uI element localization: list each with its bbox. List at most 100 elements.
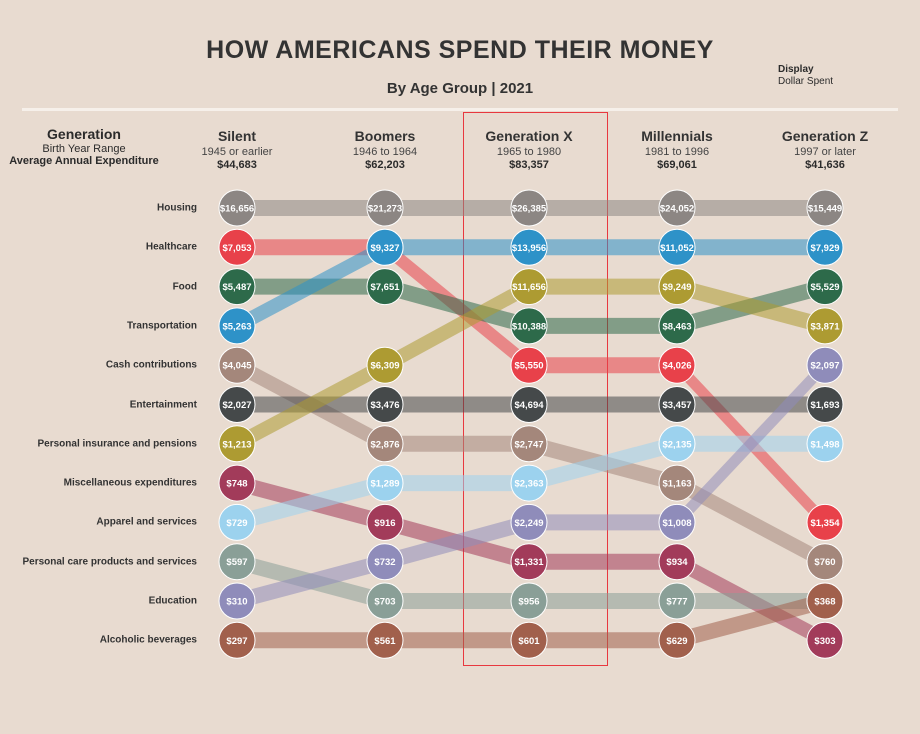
bubble-circle[interactable] bbox=[658, 464, 696, 502]
bubble-circle[interactable] bbox=[658, 307, 696, 345]
bubble-circle[interactable] bbox=[366, 425, 404, 463]
bubble-transportation-millennials[interactable]: $11,052 bbox=[658, 228, 696, 266]
bubble-housing-generation-z[interactable]: $15,449 bbox=[806, 189, 844, 227]
bubble-circle[interactable] bbox=[806, 346, 844, 384]
bubble-alcoholic-beverages-millennials[interactable]: $629 bbox=[658, 621, 696, 659]
bubble-circle[interactable] bbox=[218, 386, 256, 423]
bubble-miscellaneous-expenditures-silent[interactable]: $748 bbox=[218, 464, 256, 502]
bubble-personal-insurance-and-pensions-boomers[interactable]: $6,309 bbox=[366, 346, 404, 384]
bubble-apparel-and-services-generation-x[interactable]: $2,363 bbox=[510, 464, 548, 502]
bubble-cash-contributions-generation-z[interactable]: $760 bbox=[806, 543, 844, 581]
bubble-food-boomers[interactable]: $7,651 bbox=[366, 268, 404, 306]
bubble-housing-boomers[interactable]: $21,273 bbox=[366, 189, 404, 227]
bubble-personal-care-products-and-services-silent[interactable]: $597 bbox=[218, 543, 256, 581]
bubble-healthcare-generation-z[interactable]: $1,354 bbox=[806, 503, 844, 541]
bubble-circle[interactable] bbox=[806, 228, 844, 266]
bubble-circle[interactable] bbox=[806, 503, 844, 541]
bubble-circle[interactable] bbox=[806, 189, 844, 227]
bubble-education-boomers[interactable]: $732 bbox=[366, 543, 404, 581]
bubble-circle[interactable] bbox=[366, 543, 404, 581]
bubble-circle[interactable] bbox=[510, 346, 548, 384]
bubble-apparel-and-services-millennials[interactable]: $2,135 bbox=[658, 425, 696, 463]
bubble-healthcare-generation-x[interactable]: $5,550 bbox=[510, 346, 548, 384]
bubble-circle[interactable] bbox=[218, 582, 256, 620]
bubble-miscellaneous-expenditures-generation-x[interactable]: $1,331 bbox=[510, 543, 548, 581]
bubble-transportation-generation-z[interactable]: $7,929 bbox=[806, 228, 844, 266]
bubble-circle[interactable] bbox=[366, 464, 404, 502]
bubble-circle[interactable] bbox=[366, 228, 404, 266]
bubble-circle[interactable] bbox=[806, 268, 844, 306]
bubble-alcoholic-beverages-boomers[interactable]: $561 bbox=[366, 621, 404, 659]
bubble-circle[interactable] bbox=[366, 189, 404, 227]
bubble-cash-contributions-generation-x[interactable]: $2,747 bbox=[510, 425, 548, 463]
bubble-circle[interactable] bbox=[218, 543, 256, 581]
bubble-circle[interactable] bbox=[510, 425, 548, 463]
bubble-food-generation-x[interactable]: $10,388 bbox=[510, 307, 548, 345]
bubble-entertainment-millennials[interactable]: $3,457 bbox=[658, 386, 696, 423]
bubble-circle[interactable] bbox=[658, 228, 696, 266]
bubble-circle[interactable] bbox=[218, 268, 256, 306]
bubble-circle[interactable] bbox=[658, 425, 696, 463]
bubble-miscellaneous-expenditures-boomers[interactable]: $916 bbox=[366, 503, 404, 541]
bubble-personal-care-products-and-services-generation-x[interactable]: $956 bbox=[510, 582, 548, 620]
bubble-education-generation-z[interactable]: $2,097 bbox=[806, 346, 844, 384]
bubble-transportation-generation-x[interactable]: $13,956 bbox=[510, 228, 548, 266]
bubble-alcoholic-beverages-generation-z[interactable]: $368 bbox=[806, 582, 844, 620]
bubble-circle[interactable] bbox=[510, 268, 548, 306]
bubble-circle[interactable] bbox=[658, 346, 696, 384]
bubble-circle[interactable] bbox=[510, 307, 548, 345]
bubble-circle[interactable] bbox=[658, 189, 696, 227]
bubble-education-silent[interactable]: $310 bbox=[218, 582, 256, 620]
bubble-circle[interactable] bbox=[510, 386, 548, 423]
bubble-circle[interactable] bbox=[366, 346, 404, 384]
bubble-circle[interactable] bbox=[366, 621, 404, 659]
bubble-circle[interactable] bbox=[510, 582, 548, 620]
bubble-circle[interactable] bbox=[806, 621, 844, 659]
bubble-entertainment-generation-z[interactable]: $1,693 bbox=[806, 386, 844, 423]
display-control[interactable]: Display Dollar Spent bbox=[778, 64, 833, 88]
bubble-circle[interactable] bbox=[218, 425, 256, 463]
bubble-circle[interactable] bbox=[218, 307, 256, 345]
bubble-circle[interactable] bbox=[366, 582, 404, 620]
bubble-miscellaneous-expenditures-generation-z[interactable]: $303 bbox=[806, 621, 844, 659]
bubble-personal-care-products-and-services-millennials[interactable]: $777 bbox=[658, 582, 696, 620]
bubble-circle[interactable] bbox=[806, 386, 844, 423]
bubble-housing-millennials[interactable]: $24,052 bbox=[658, 189, 696, 227]
bubble-personal-insurance-and-pensions-generation-z[interactable]: $3,871 bbox=[806, 307, 844, 345]
bubble-food-millennials[interactable]: $8,463 bbox=[658, 307, 696, 345]
bubble-circle[interactable] bbox=[658, 621, 696, 659]
bubble-circle[interactable] bbox=[510, 543, 548, 581]
bubble-circle[interactable] bbox=[806, 582, 844, 620]
bubble-circle[interactable] bbox=[806, 425, 844, 463]
bubble-circle[interactable] bbox=[366, 386, 404, 423]
bubble-housing-silent[interactable]: $16,656 bbox=[218, 189, 256, 227]
bubble-circle[interactable] bbox=[218, 621, 256, 659]
bubble-circle[interactable] bbox=[218, 503, 256, 541]
bubble-personal-insurance-and-pensions-silent[interactable]: $1,213 bbox=[218, 425, 256, 463]
bubble-education-millennials[interactable]: $1,008 bbox=[658, 503, 696, 541]
bubble-circle[interactable] bbox=[658, 543, 696, 581]
bubble-circle[interactable] bbox=[806, 307, 844, 345]
bubble-housing-generation-x[interactable]: $26,385 bbox=[510, 189, 548, 227]
bubble-circle[interactable] bbox=[658, 386, 696, 423]
bubble-miscellaneous-expenditures-millennials[interactable]: $934 bbox=[658, 543, 696, 581]
bubble-circle[interactable] bbox=[658, 503, 696, 541]
bubble-circle[interactable] bbox=[218, 346, 256, 384]
bubble-cash-contributions-boomers[interactable]: $2,876 bbox=[366, 425, 404, 463]
bubble-apparel-and-services-boomers[interactable]: $1,289 bbox=[366, 464, 404, 502]
bubble-transportation-silent[interactable]: $5,263 bbox=[218, 307, 256, 345]
bubble-circle[interactable] bbox=[806, 543, 844, 581]
bubble-circle[interactable] bbox=[218, 464, 256, 502]
bubble-entertainment-boomers[interactable]: $3,476 bbox=[366, 386, 404, 423]
bubble-healthcare-silent[interactable]: $7,053 bbox=[218, 228, 256, 266]
bubble-food-silent[interactable]: $5,487 bbox=[218, 268, 256, 306]
bubble-personal-care-products-and-services-boomers[interactable]: $703 bbox=[366, 582, 404, 620]
bubble-personal-insurance-and-pensions-generation-x[interactable]: $11,656 bbox=[510, 268, 548, 306]
bubble-circle[interactable] bbox=[366, 503, 404, 541]
bubble-cash-contributions-silent[interactable]: $4,045 bbox=[218, 346, 256, 384]
bubble-circle[interactable] bbox=[510, 189, 548, 227]
bubble-apparel-and-services-silent[interactable]: $729 bbox=[218, 503, 256, 541]
bubble-entertainment-silent[interactable]: $2,027 bbox=[218, 386, 256, 423]
bubble-circle[interactable] bbox=[510, 464, 548, 502]
bubble-cash-contributions-millennials[interactable]: $1,163 bbox=[658, 464, 696, 502]
